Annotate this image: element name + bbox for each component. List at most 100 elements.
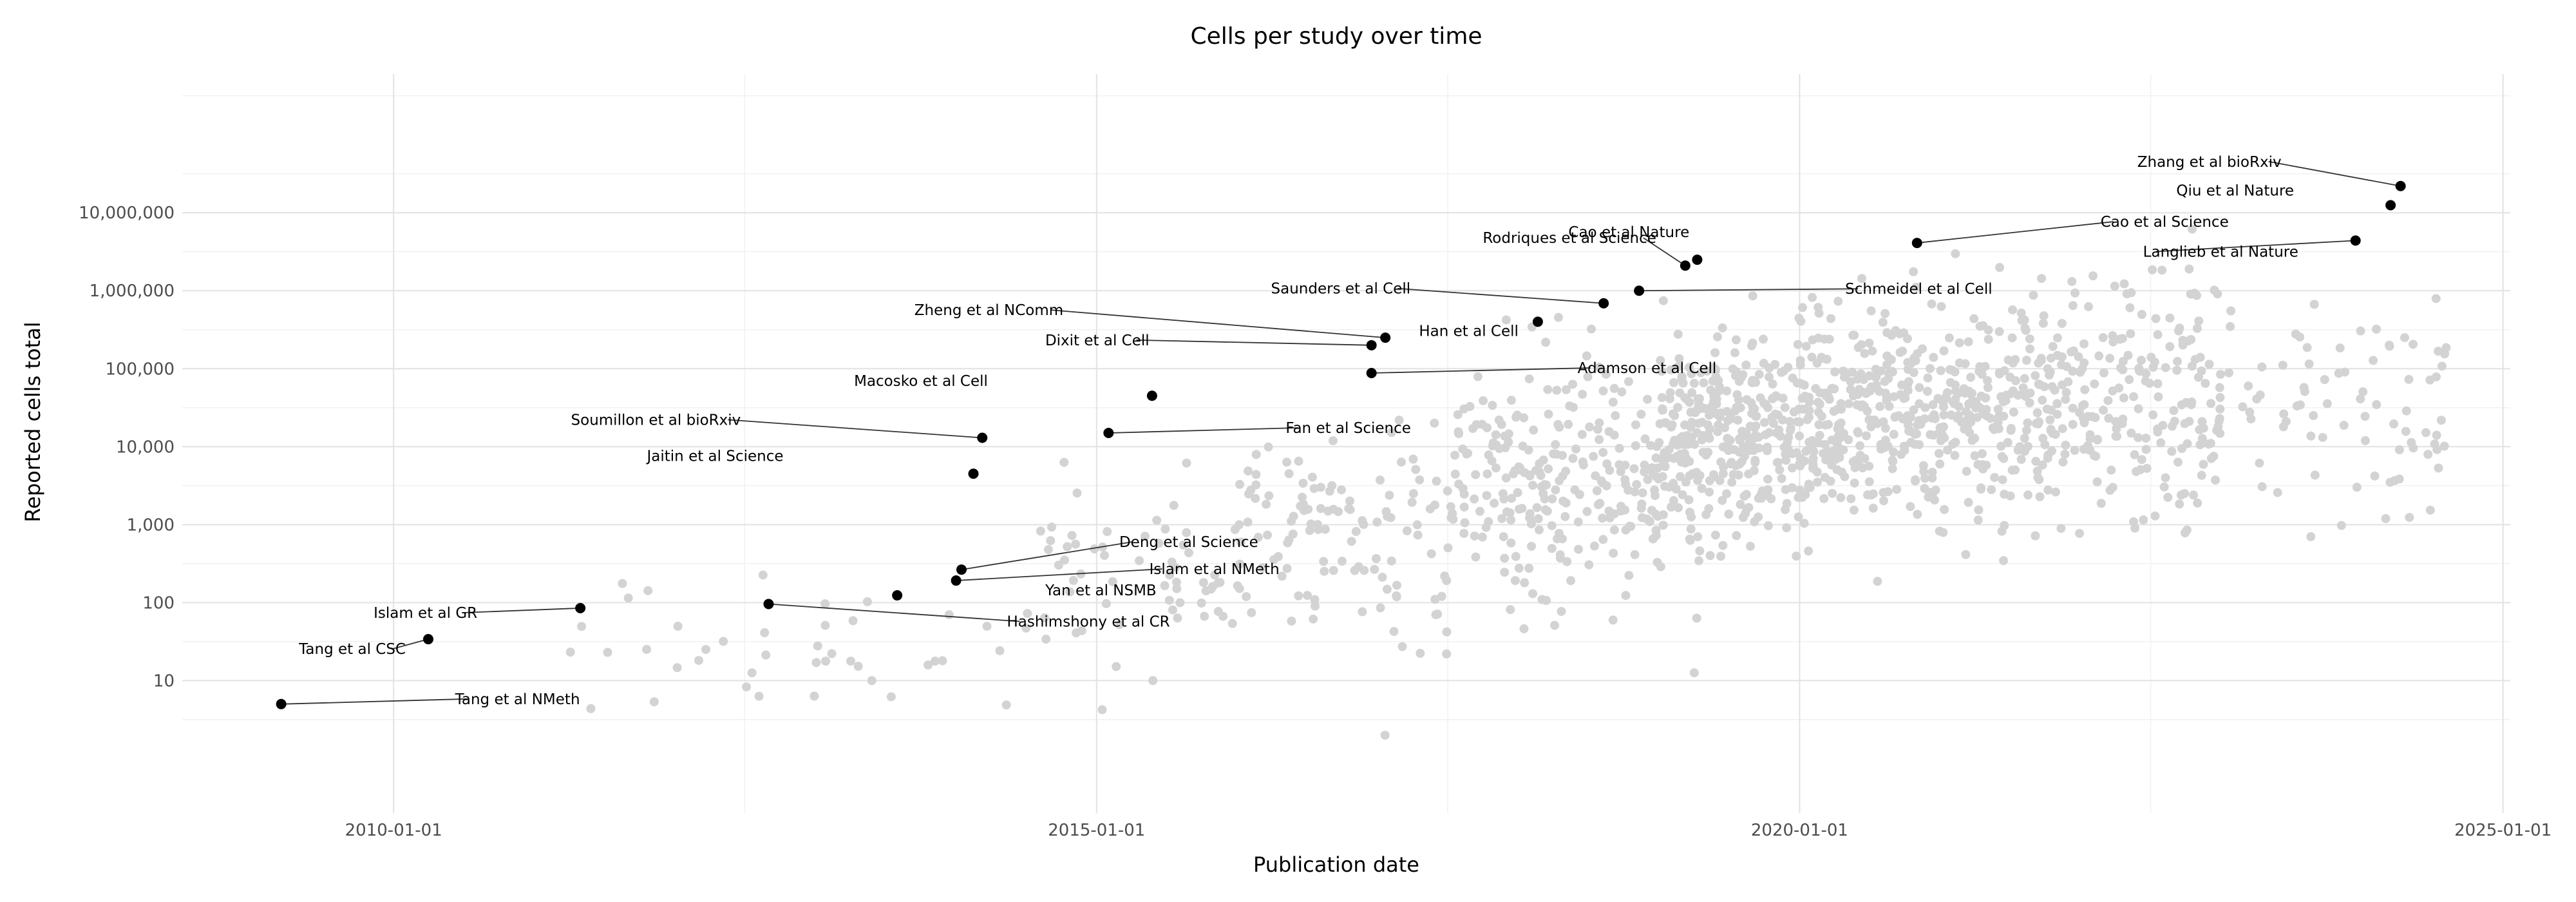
background-point [2246,414,2256,424]
annotation-label: Jaitin et al Science [646,448,784,465]
background-point [1923,387,1933,396]
background-point [1442,649,1452,659]
background-point [1669,378,1679,387]
background-point [2400,333,2409,343]
background-point [2114,383,2124,393]
background-point [1795,356,1805,365]
background-point [1706,385,1716,395]
annotation-label: Han et al Cell [1419,323,1519,340]
background-point [1692,613,1701,623]
background-point [2061,388,2071,398]
background-point [1536,470,1546,480]
background-point [1821,420,1830,430]
background-point [2034,475,2044,485]
background-point [2087,412,2097,421]
background-point [1709,363,1718,372]
background-point [1974,505,1984,515]
background-point [1835,452,1844,462]
background-point [1759,417,1769,427]
background-point [1741,360,1751,370]
background-point [1262,499,1271,509]
background-point [1694,556,1704,566]
background-point [2197,417,2207,427]
background-point [1235,559,1245,569]
background-point [1535,459,1544,468]
background-point [1658,510,1668,519]
background-point [1329,566,1338,575]
background-point [1566,576,1576,586]
background-point [1067,531,1077,541]
background-point [1846,494,1856,504]
background-point [1654,437,1664,447]
background-point [2244,381,2253,391]
background-point [1560,512,1570,521]
background-point [1616,466,1625,476]
background-point [1965,417,1975,427]
background-point [2112,424,2121,434]
background-point [1389,627,1399,637]
background-point [2279,409,2289,419]
background-point [2389,419,2398,429]
background-point [1835,426,1844,436]
background-point [923,660,933,670]
background-point [1604,506,1614,516]
background-point [1836,399,1846,408]
background-point [586,704,596,713]
background-point [2108,331,2117,341]
background-point [1611,411,1620,421]
background-point [1513,488,1522,497]
background-point [1557,606,1566,616]
background-point [1021,623,1031,633]
background-point [1782,523,1792,533]
background-point [2141,434,2151,443]
background-point [810,691,819,701]
grid [182,74,2510,813]
background-point [1482,423,1492,432]
background-point [1555,550,1565,560]
background-point [1920,474,1929,483]
background-point [1745,541,1755,551]
background-point [1962,466,1971,476]
background-point [2187,361,2197,371]
background-point [2092,434,2102,444]
background-point [1935,459,1945,469]
background-point [2226,321,2235,331]
background-point [1990,473,2000,483]
background-point [1977,363,1987,373]
background-point [2035,380,2045,390]
background-point [1939,410,1949,420]
background-point [1729,445,1739,454]
annotation-leader-line [464,607,581,613]
background-point [1996,441,2006,451]
annotation-leader-line [281,698,468,705]
background-point [1319,557,1329,566]
background-point [2372,324,2382,334]
background-point [1774,410,1783,420]
highlighted-point [575,602,586,613]
background-point [1587,324,1596,334]
background-point [1305,526,1314,535]
background-point [1733,416,1743,425]
background-point [1591,471,1600,481]
background-point [1482,469,1492,479]
background-point [1994,369,2004,379]
background-point [1460,518,1470,528]
background-point [1601,369,1611,379]
background-point [1889,392,1899,401]
background-point [1978,409,1988,419]
background-point [2137,455,2146,465]
background-point [1519,624,1529,633]
background-point [1371,553,1381,563]
background-point [1672,440,1682,450]
background-point [1450,469,1460,479]
background-point [2197,470,2206,480]
background-point [1853,459,1863,469]
background-point [1598,386,1608,396]
background-point [1470,494,1479,504]
background-point [1685,398,1694,407]
background-point [1578,460,1588,470]
background-point [1815,430,1824,440]
background-point [1780,403,1790,412]
background-point [1552,385,1562,395]
background-point [1748,291,1757,301]
